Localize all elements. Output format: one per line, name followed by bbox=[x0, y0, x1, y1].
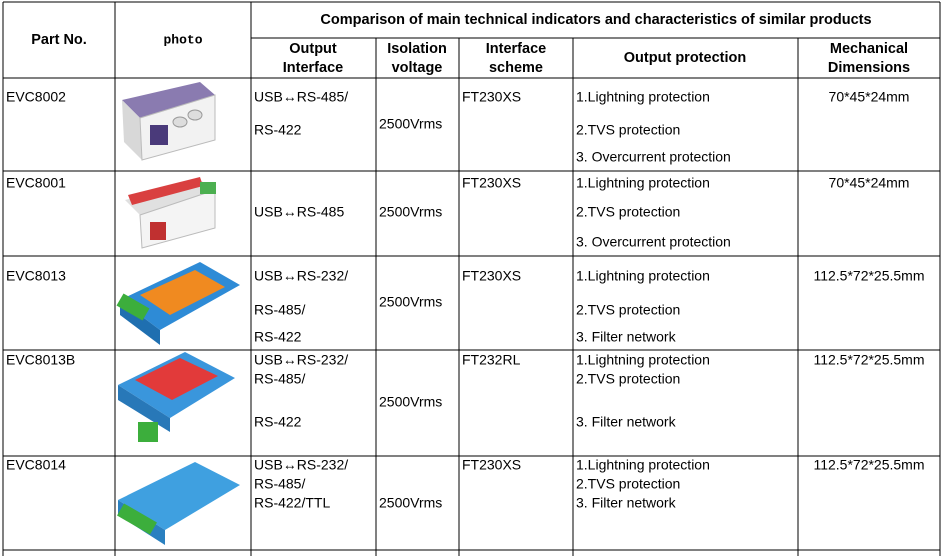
output-protection: 3. Filter network bbox=[576, 495, 677, 511]
output-interface: USB↔RS-485 bbox=[254, 204, 344, 220]
interface-scheme: FT230XS bbox=[462, 175, 521, 191]
part-no: EVC8001 bbox=[6, 175, 66, 191]
part-no: EVC8014 bbox=[6, 457, 66, 473]
mechanical-dimensions: 70*45*24mm bbox=[829, 89, 910, 105]
column-header: Output bbox=[289, 41, 337, 57]
output-protection: 1.Lightning protection bbox=[576, 89, 710, 105]
output-protection: 1.Lightning protection bbox=[576, 268, 710, 284]
output-interface: USB↔RS-232/ bbox=[254, 352, 348, 368]
output-interface: USB↔RS-232/ bbox=[254, 457, 348, 473]
output-interface: RS-422 bbox=[254, 329, 302, 345]
table-title: Comparison of main technical indicators … bbox=[320, 12, 871, 28]
column-header: Isolation bbox=[387, 41, 447, 57]
column-header: scheme bbox=[489, 60, 543, 76]
interface-scheme: FT230XS bbox=[462, 457, 521, 473]
output-protection: 3. Overcurrent protection bbox=[576, 149, 731, 165]
output-interface: RS-422/TTL bbox=[254, 495, 330, 511]
photo-evc8013b bbox=[118, 352, 235, 442]
column-header: Interface bbox=[486, 41, 546, 57]
part-no: EVC8002 bbox=[6, 89, 66, 105]
part-no: EVC8013B bbox=[6, 352, 75, 368]
photo-header: photo bbox=[163, 32, 202, 47]
isolation-voltage: 2500Vrms bbox=[379, 394, 442, 410]
interface-scheme: FT230XS bbox=[462, 268, 521, 284]
mechanical-dimensions: 112.5*72*25.5mm bbox=[813, 268, 924, 284]
photo-evc8001 bbox=[125, 177, 216, 249]
mechanical-dimensions: 70*45*24mm bbox=[829, 175, 910, 191]
output-protection: 1.Lightning protection bbox=[576, 457, 710, 473]
isolation-voltage: 2500Vrms bbox=[379, 294, 442, 310]
output-protection: 1.Lightning protection bbox=[576, 175, 710, 191]
photo-evc8014 bbox=[117, 462, 240, 545]
isolation-voltage: 2500Vrms bbox=[379, 495, 442, 511]
interface-scheme: FT230XS bbox=[462, 89, 521, 105]
isolation-voltage: 2500Vrms bbox=[379, 204, 442, 220]
output-protection: 2.TVS protection bbox=[576, 122, 680, 138]
output-interface: USB↔RS-232/ bbox=[254, 268, 348, 284]
mechanical-dimensions: 112.5*72*25.5mm bbox=[813, 352, 924, 368]
part-no-header: Part No. bbox=[31, 32, 87, 48]
column-header: Output protection bbox=[624, 50, 746, 66]
interface-scheme: FT232RL bbox=[462, 352, 521, 368]
column-header: Interface bbox=[283, 60, 343, 76]
output-protection: 3. Filter network bbox=[576, 414, 677, 430]
column-header: voltage bbox=[392, 60, 443, 76]
output-protection: 2.TVS protection bbox=[576, 476, 680, 492]
output-protection: 3. Overcurrent protection bbox=[576, 234, 731, 250]
isolation-voltage: 2500Vrms bbox=[379, 116, 442, 132]
output-protection: 3. Filter network bbox=[576, 329, 677, 345]
output-interface: RS-485/ bbox=[254, 302, 305, 318]
output-interface: RS-485/ bbox=[254, 476, 305, 492]
output-protection: 2.TVS protection bbox=[576, 204, 680, 220]
output-interface: RS-422 bbox=[254, 414, 302, 430]
output-interface: USB↔RS-485/ bbox=[254, 89, 348, 105]
output-interface: RS-485/ bbox=[254, 371, 305, 387]
photo-evc8013 bbox=[116, 262, 240, 345]
output-protection: 2.TVS protection bbox=[576, 371, 680, 387]
column-header: Dimensions bbox=[828, 60, 910, 76]
output-protection: 2.TVS protection bbox=[576, 302, 680, 318]
part-no: EVC8013 bbox=[6, 268, 66, 284]
mechanical-dimensions: 112.5*72*25.5mm bbox=[813, 457, 924, 473]
column-header: Mechanical bbox=[830, 41, 908, 57]
output-interface: RS-422 bbox=[254, 122, 302, 138]
product-photos bbox=[116, 82, 240, 545]
photo-evc8002 bbox=[122, 82, 216, 161]
output-protection: 1.Lightning protection bbox=[576, 352, 710, 368]
